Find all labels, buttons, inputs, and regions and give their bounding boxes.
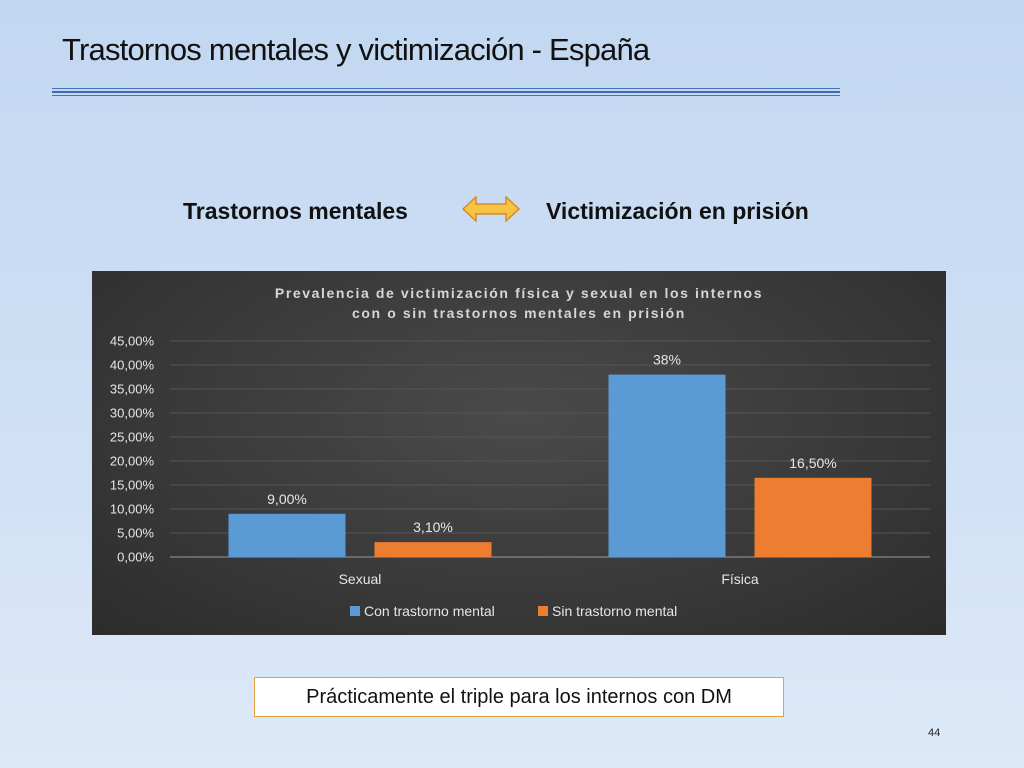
- page-number: 44: [928, 727, 941, 739]
- category-label: Sexual: [339, 571, 382, 587]
- y-tick-label: 10,00%: [110, 502, 155, 517]
- conclusion-note: Prácticamente el triple para los interno…: [254, 677, 784, 717]
- slide-title: Trastornos mentales y victimización - Es…: [62, 32, 650, 67]
- legend-label: Sin trastorno mental: [552, 603, 677, 619]
- y-tick-label: 0,00%: [117, 550, 154, 565]
- bar-con-0: [228, 513, 346, 557]
- y-tick-label: 30,00%: [110, 406, 155, 421]
- legend-label: Con trastorno mental: [364, 603, 495, 619]
- y-tick-label: 35,00%: [110, 382, 155, 397]
- y-tick-label: 20,00%: [110, 454, 155, 469]
- chart-title-line-1: Prevalencia de victimización física y se…: [275, 285, 763, 301]
- y-tick-label: 45,00%: [110, 334, 155, 349]
- bar-sin-1: [754, 477, 872, 557]
- y-tick-label: 5,00%: [117, 526, 154, 541]
- left-concept-label: Trastornos mentales: [183, 198, 408, 224]
- y-tick-label: 25,00%: [110, 430, 155, 445]
- legend-swatch: [350, 606, 360, 616]
- y-tick-label: 15,00%: [110, 478, 155, 493]
- data-label: 3,10%: [413, 519, 453, 535]
- bar-chart: Prevalencia de victimización física y se…: [92, 271, 946, 635]
- legend-swatch: [538, 606, 548, 616]
- data-label: 9,00%: [267, 491, 307, 507]
- title-underline: [52, 88, 840, 98]
- data-label: 16,50%: [789, 455, 836, 471]
- category-label: Física: [721, 571, 759, 587]
- chart-canvas: Prevalencia de victimización física y se…: [110, 285, 930, 619]
- bar-sin-0: [374, 542, 492, 557]
- chart-title-line-2: con o sin trastornos mentales en prisión: [352, 305, 686, 321]
- bar-con-1: [608, 374, 726, 557]
- data-label: 38%: [653, 352, 681, 368]
- right-concept-label: Victimización en prisión: [546, 198, 809, 224]
- y-tick-label: 40,00%: [110, 358, 155, 373]
- left-right-arrow-icon: [462, 196, 520, 222]
